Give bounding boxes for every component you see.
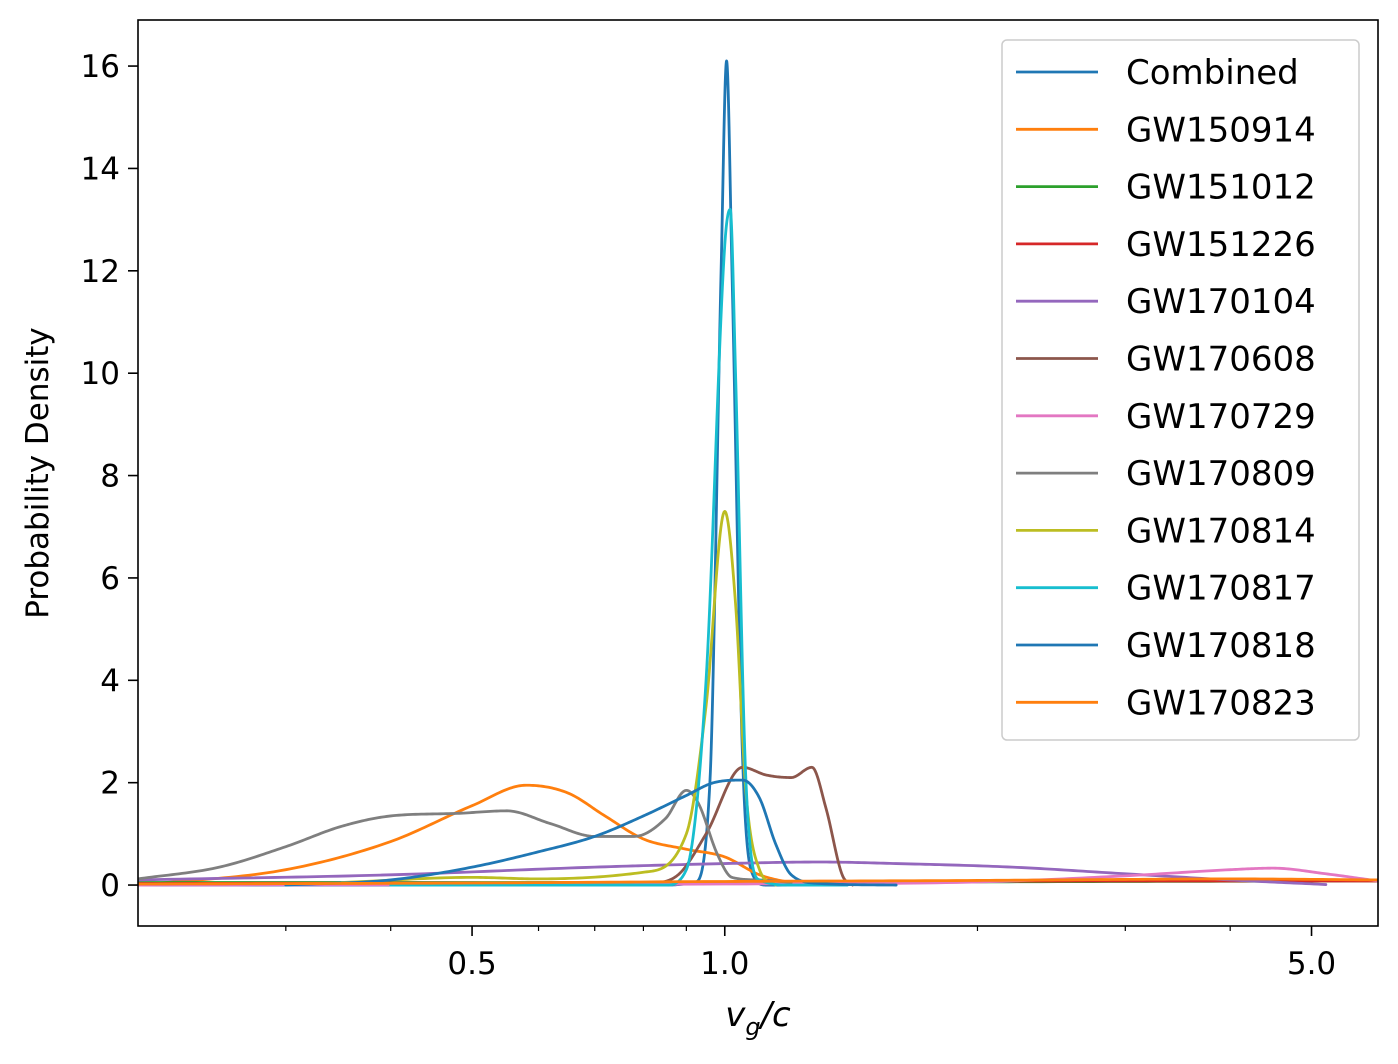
legend-label: GW170817 (1126, 569, 1316, 609)
legend-label: GW170608 (1126, 340, 1316, 380)
x-axis: 0.5 1.0 5.0 (285, 926, 1336, 982)
y-axis: 0 2 4 6 8 10 12 14 16 (81, 49, 138, 904)
legend-item: GW170823 (1016, 683, 1316, 723)
legend-label: GW170814 (1126, 511, 1316, 551)
series-line-gw170818 (284, 778, 898, 887)
plot-frame (137, 19, 1379, 927)
x-tick-label: 5.0 (1287, 946, 1336, 982)
series-layer (138, 59, 1378, 887)
legend-label: GW170729 (1126, 397, 1316, 437)
legend-label: Combined (1126, 53, 1299, 93)
x-tick-label: 0.5 (447, 946, 496, 982)
legend-item: GW170608 (1016, 340, 1316, 380)
legend-label: GW170818 (1126, 626, 1316, 666)
legend-label: GW170809 (1126, 454, 1316, 494)
series-line-gw170814 (340, 509, 778, 887)
y-tick-label: 16 (81, 49, 120, 85)
legend-item: GW150914 (1016, 110, 1316, 150)
legend-item: GW151012 (1016, 168, 1316, 208)
legend-item: GW151226 (1016, 225, 1316, 265)
legend-box (1001, 39, 1360, 741)
y-tick-label: 2 (100, 766, 120, 802)
x-axis-label: vg/c (725, 995, 791, 1041)
series-line-gw170608 (642, 765, 855, 887)
legend-label: GW170104 (1126, 282, 1316, 322)
y-tick-label: 6 (100, 561, 120, 597)
legend-item: Combined (1016, 53, 1299, 93)
legend: Combined GW150914 GW151012 GW151226 GW170104… (1001, 39, 1360, 741)
legend-label: GW151226 (1126, 225, 1316, 265)
series-line-gw170104 (138, 860, 1328, 886)
y-axis-label: Probability Density (20, 327, 56, 619)
y-tick-label: 0 (100, 868, 120, 904)
legend-label: GW150914 (1126, 110, 1316, 150)
series-line-gw170823 (138, 877, 1378, 886)
series-line-gw150914 (138, 783, 822, 887)
legend-item: GW170809 (1016, 454, 1316, 494)
legend-label: GW170823 (1126, 683, 1316, 723)
legend-item: GW170729 (1016, 397, 1316, 437)
y-tick-label: 8 (100, 459, 120, 495)
y-tick-label: 4 (100, 663, 120, 699)
legend-label: GW151012 (1126, 168, 1316, 208)
x-tick-label: 1.0 (700, 946, 749, 982)
y-tick-label: 14 (81, 151, 120, 187)
legend-item: GW170814 (1016, 511, 1316, 551)
legend-item: GW170818 (1016, 626, 1316, 666)
legend-item: GW170104 (1016, 282, 1316, 322)
y-tick-label: 10 (81, 356, 120, 392)
legend-item: GW170817 (1016, 569, 1316, 609)
y-tick-label: 12 (81, 254, 120, 290)
